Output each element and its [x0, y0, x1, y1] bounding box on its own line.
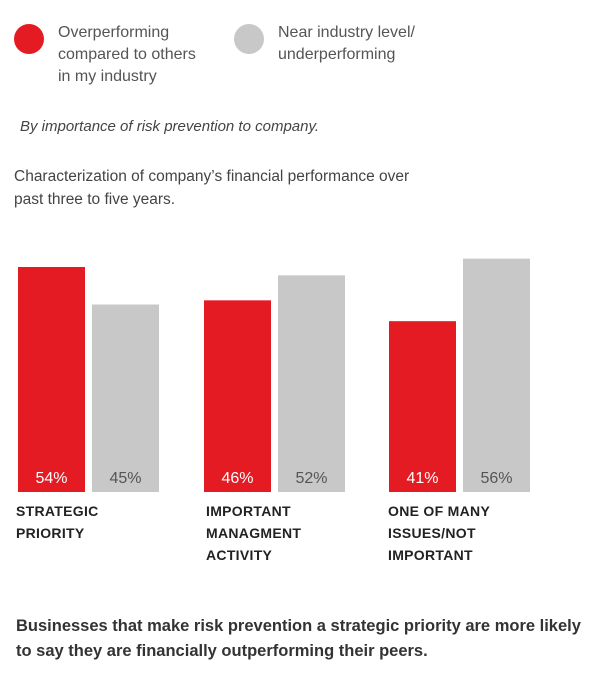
legend-label-near-industry: Near industry level/ underperforming: [278, 24, 415, 63]
data-label-series0-cat2: 41%: [406, 470, 438, 487]
data-label-series0-cat1: 46%: [221, 470, 253, 487]
bar-chart: 54% 46% 41% 45% 52% 56%: [18, 258, 530, 492]
data-label-series0-cat0: 54%: [35, 470, 67, 487]
data-label-series1-cat1: 52%: [295, 470, 327, 487]
bar-series0-cat2: [389, 321, 456, 492]
bar-series0-cat1: [204, 300, 271, 492]
bar-series0-cat0: [18, 267, 85, 492]
chart-subtitle: By importance of risk prevention to comp…: [20, 118, 320, 135]
bar-series1-cat0: [92, 304, 159, 492]
category-label-strategic-priority: STRATEGIC PRIORITY: [16, 503, 99, 541]
legend-swatch-gray: [234, 24, 264, 54]
category-label-one-of-many: ONE OF MANY ISSUES/NOT IMPORTANT: [388, 503, 491, 563]
legend-item-near-industry: Near industry level/ underperforming: [234, 22, 415, 66]
chart-caption: Characterization of company’s financial …: [14, 168, 410, 208]
data-label-series1-cat0: 45%: [109, 470, 141, 487]
category-label-important-management: IMPORTANT MANAGMENT ACTIVITY: [206, 503, 302, 563]
bar-series1-cat1: [278, 275, 345, 492]
legend-item-overperforming: Overperforming compared to others in my …: [14, 22, 196, 88]
data-label-series1-cat2: 56%: [480, 470, 512, 487]
legend-label-overperforming: Overperforming compared to others in my …: [58, 24, 196, 85]
footnote: Businesses that make risk prevention a s…: [16, 617, 581, 660]
legend-swatch-red: [14, 24, 44, 54]
bar-series1-cat2: [463, 258, 530, 492]
